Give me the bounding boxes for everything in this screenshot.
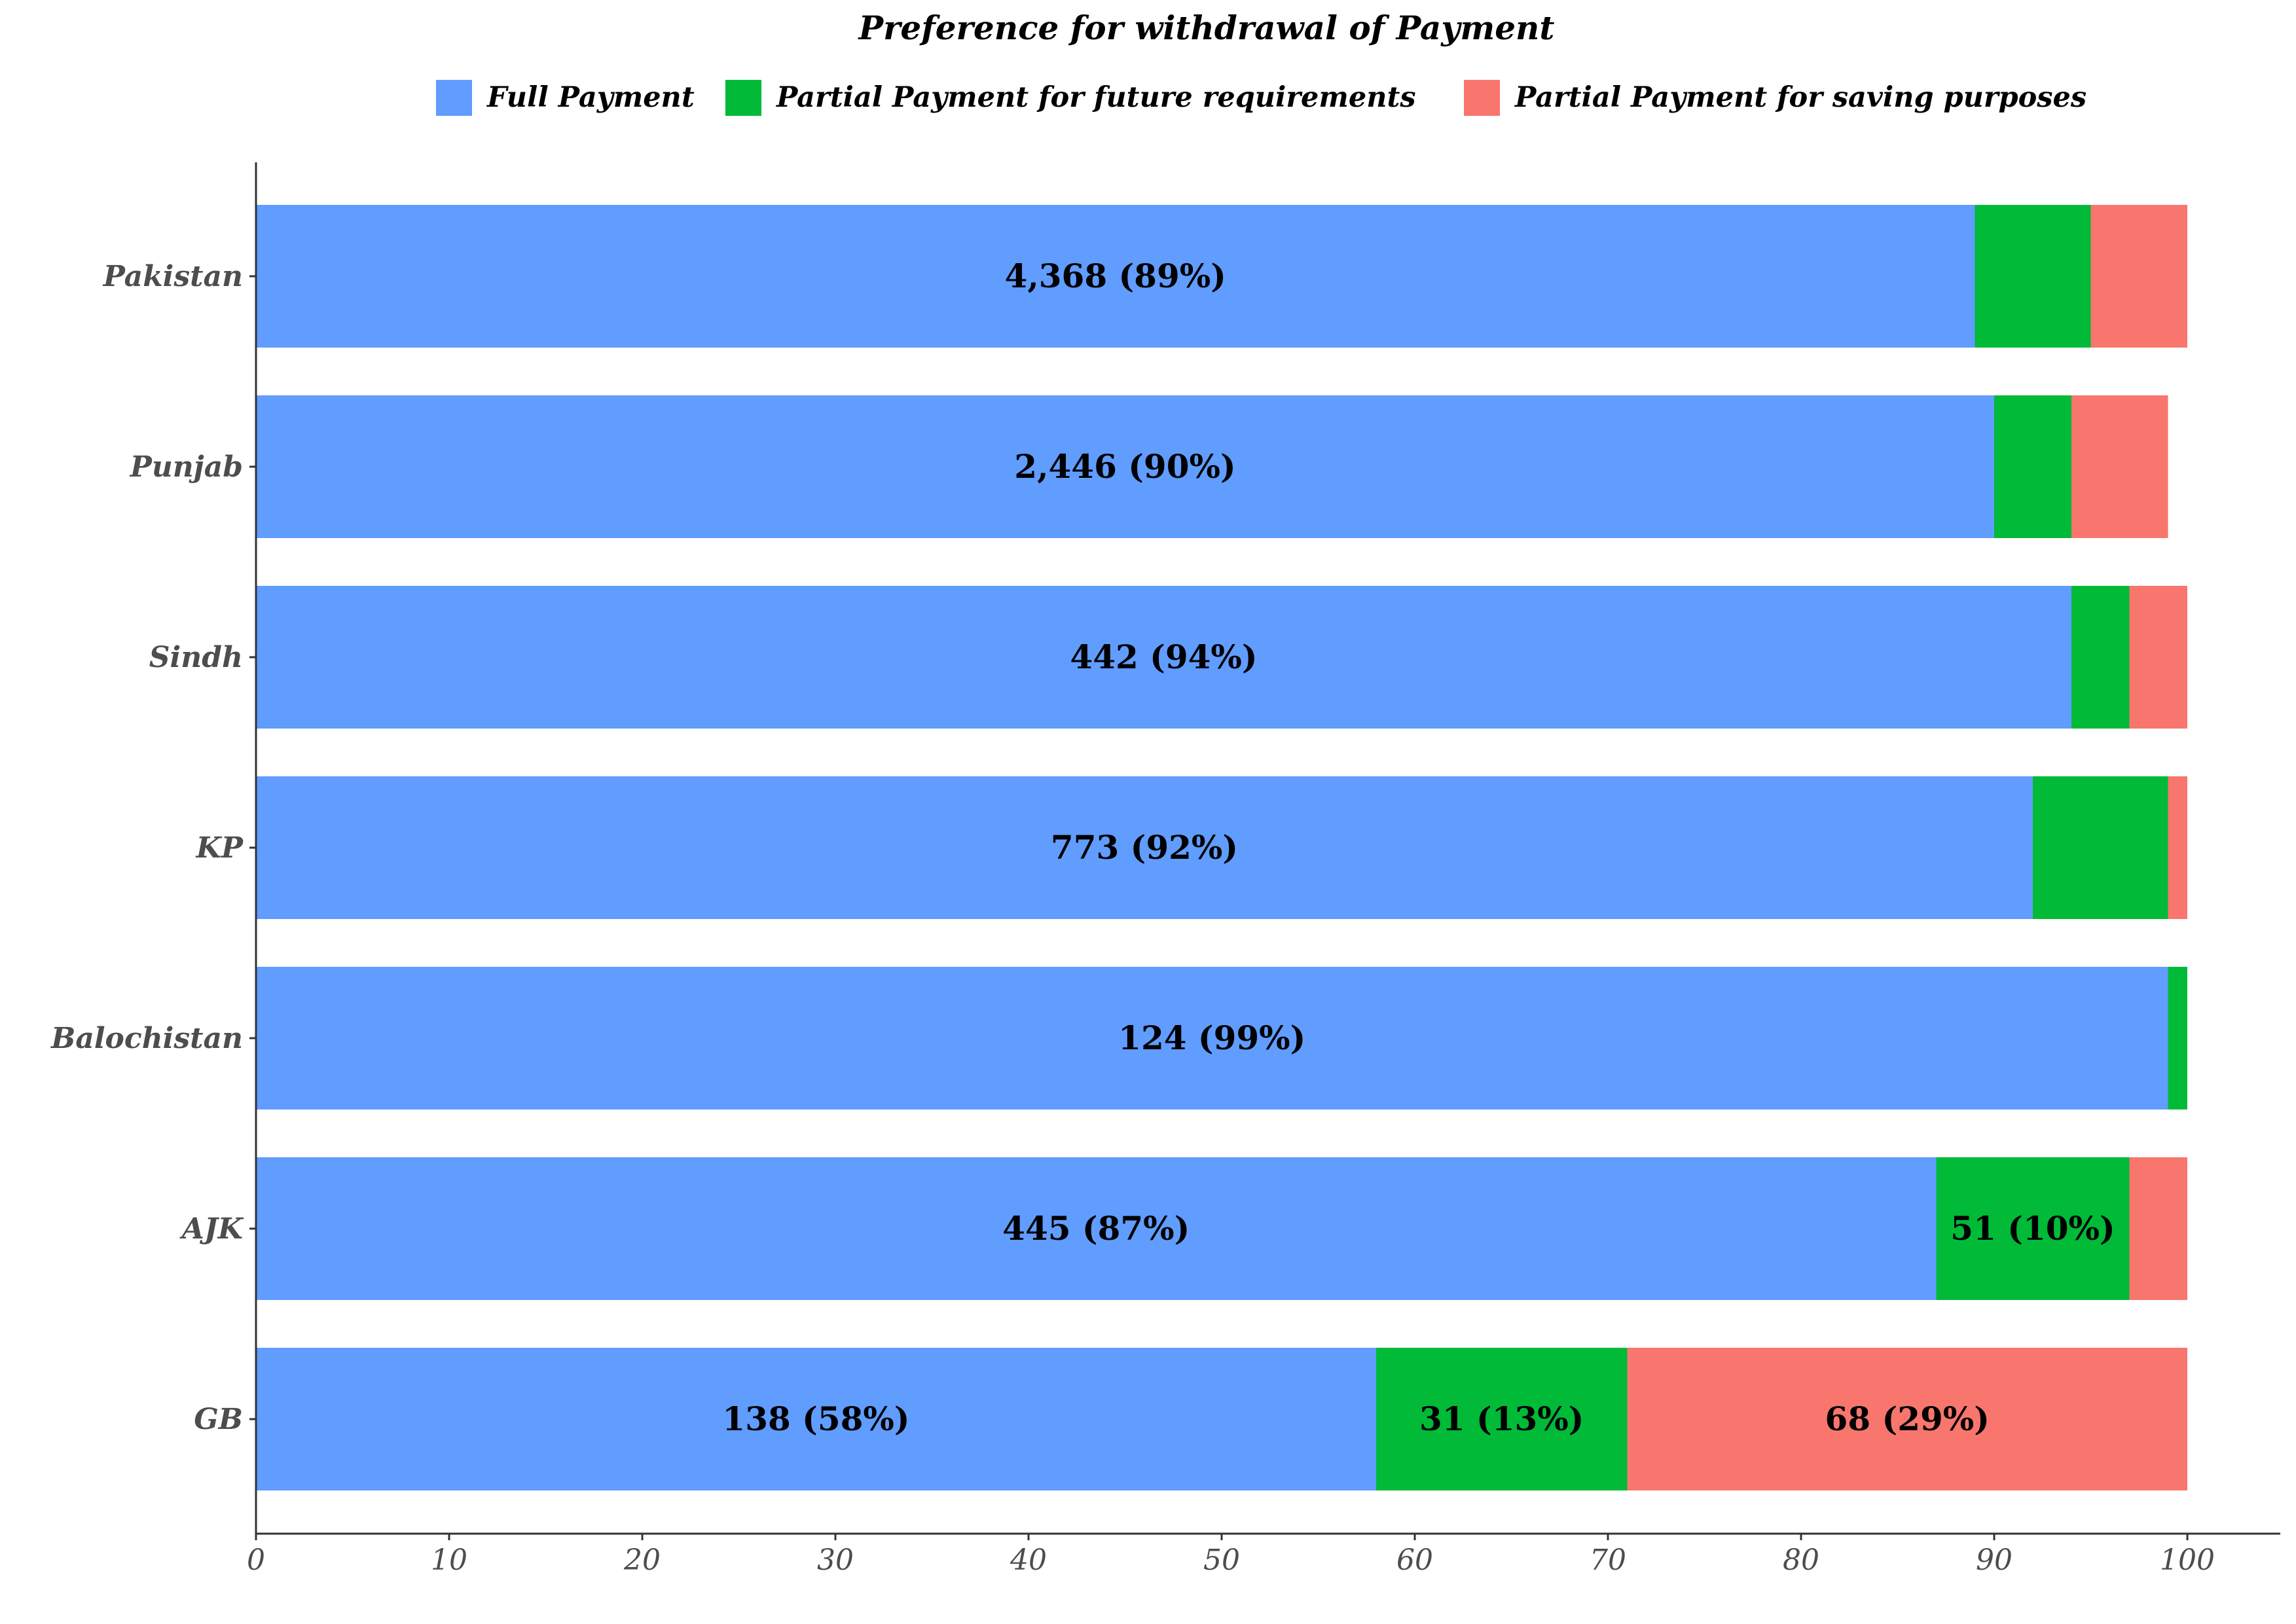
- bar-sindh-series-1: [2071, 586, 2130, 729]
- data-label: 442 (94%): [1070, 638, 1257, 676]
- bar-gb-series-2: [1627, 1348, 2187, 1490]
- bar-kp-series-1: [2033, 776, 2168, 919]
- bar-ajk-series-1: [1936, 1157, 2130, 1300]
- bar-pakistan-series-0: [256, 205, 1975, 348]
- category-label: Pakistan: [102, 260, 243, 293]
- bar-punjab-series-1: [1994, 395, 2071, 538]
- data-label: 124 (99%): [1118, 1019, 1305, 1057]
- bar-sindh-series-0: [256, 586, 2071, 729]
- legend-label: Full Payment: [486, 81, 695, 114]
- x-tick-label: 80: [1783, 1543, 1819, 1577]
- data-label: 2,446 (90%): [1014, 447, 1235, 486]
- x-axis: 0 10 20 30 40 50 60 70 80 90 100: [247, 1532, 2280, 1577]
- category-label: KP: [195, 831, 244, 865]
- data-label: 138 (58%): [722, 1399, 909, 1438]
- data-label: 68 (29%): [1825, 1399, 1990, 1438]
- legend-swatch: [436, 80, 472, 116]
- legend-label: Partial Payment for future requirements: [775, 81, 1416, 114]
- legend-swatch: [1464, 80, 1500, 116]
- x-tick-label: 70: [1590, 1543, 1626, 1577]
- bars: [256, 205, 2187, 1490]
- bar-punjab-series-2: [2071, 395, 2168, 538]
- x-tick-label: 100: [2160, 1543, 2215, 1577]
- bar-ajk-series-2: [2129, 1157, 2187, 1300]
- x-tick-label: 10: [431, 1543, 467, 1577]
- bar-pakistan-series-2: [2090, 205, 2187, 348]
- category-label: Sindh: [149, 641, 243, 674]
- category-axis: Pakistan Punjab Sindh KP Balochistan AJK GB: [50, 162, 257, 1534]
- legend-label: Partial Payment for saving purposes: [1514, 81, 2086, 114]
- x-tick-label: 40: [1010, 1543, 1047, 1577]
- bar-punjab-series-0: [256, 395, 1994, 538]
- category-label: Punjab: [129, 450, 243, 484]
- bar-balochistan-series-0: [256, 967, 2168, 1110]
- bar-pakistan-series-1: [1975, 205, 2091, 348]
- x-tick-label: 50: [1203, 1543, 1240, 1577]
- data-label: 4,368 (89%): [1005, 257, 1226, 295]
- data-label: 31 (13%): [1419, 1399, 1584, 1438]
- x-tick-label: 0: [247, 1543, 265, 1577]
- bar-sindh-series-2: [2129, 586, 2187, 729]
- category-label: AJK: [179, 1212, 244, 1246]
- x-tick-label: 90: [1976, 1543, 2013, 1577]
- data-label: 445 (87%): [1002, 1209, 1190, 1248]
- legend: Full Payment Partial Payment for future r…: [436, 80, 2086, 116]
- data-labels: 4,368 (89%) 2,446 (90%) 442 (94%) 773 (92%)…: [722, 257, 2115, 1438]
- bar-gb-series-1: [1376, 1348, 1628, 1490]
- data-label: 773 (92%): [1051, 828, 1238, 867]
- bar-kp-series-2: [2168, 776, 2187, 919]
- x-tick-label: 60: [1396, 1543, 1433, 1577]
- bar-balochistan-series-1: [2168, 967, 2187, 1110]
- data-label: 51 (10%): [1950, 1209, 2115, 1248]
- bar-kp-series-0: [256, 776, 2033, 919]
- x-tick-label: 20: [623, 1543, 661, 1577]
- bar-ajk-series-0: [256, 1157, 1937, 1300]
- x-tick-label: 30: [817, 1543, 854, 1577]
- bar-gb-series-0: [256, 1348, 1376, 1490]
- category-label: GB: [194, 1403, 243, 1436]
- category-label: Balochistan: [50, 1022, 243, 1055]
- chart-title: Preference for withdrawal of Payment: [857, 9, 1554, 47]
- legend-swatch: [725, 80, 761, 116]
